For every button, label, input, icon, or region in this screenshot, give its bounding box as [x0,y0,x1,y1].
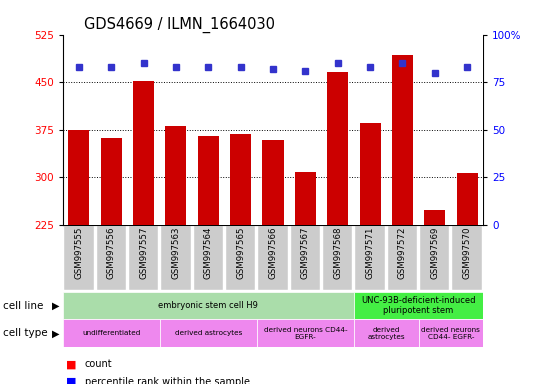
Bar [424,210,445,367]
Bar [68,130,90,367]
Text: ▶: ▶ [52,328,60,338]
Bar [97,226,126,291]
Bar [291,226,320,291]
Text: GSM997564: GSM997564 [204,227,213,279]
Bar [453,226,482,291]
Text: count: count [85,359,112,369]
Text: percentile rank within the sample: percentile rank within the sample [85,377,250,384]
Bar [129,226,158,291]
Text: GSM997565: GSM997565 [236,227,245,279]
Bar [388,226,417,291]
Text: GSM997567: GSM997567 [301,227,310,279]
Text: undifferentiated: undifferentiated [82,330,140,336]
Text: derived neurons CD44-
EGFR-: derived neurons CD44- EGFR- [264,327,347,340]
Bar [64,226,93,291]
Text: GSM997568: GSM997568 [333,227,342,279]
Text: GSM997569: GSM997569 [430,227,439,279]
Bar [354,292,483,319]
Text: GSM997556: GSM997556 [107,227,116,279]
Bar [359,123,381,367]
Bar [323,226,352,291]
Text: GSM997571: GSM997571 [365,227,375,279]
Bar [327,72,348,367]
Bar [194,226,223,291]
Bar [162,226,191,291]
Bar [392,55,413,367]
Bar [160,319,257,347]
Bar [165,126,187,367]
Text: GSM997570: GSM997570 [462,227,472,279]
Bar [355,226,384,291]
Text: ■: ■ [66,377,76,384]
Bar [63,292,354,319]
Text: GSM997572: GSM997572 [398,227,407,279]
Bar [420,226,449,291]
Bar [226,226,255,291]
Text: embryonic stem cell H9: embryonic stem cell H9 [158,301,258,310]
Bar [456,173,478,367]
Text: cell type: cell type [3,328,48,338]
Text: GSM997557: GSM997557 [139,227,148,279]
Bar [295,172,316,367]
Bar [258,226,288,291]
Bar [263,141,283,367]
Text: derived
astrocytes: derived astrocytes [367,327,405,340]
Text: ■: ■ [66,359,76,369]
Text: GSM997566: GSM997566 [269,227,277,279]
Text: UNC-93B-deficient-induced
pluripotent stem: UNC-93B-deficient-induced pluripotent st… [361,296,476,315]
Text: derived neurons
CD44- EGFR-: derived neurons CD44- EGFR- [422,327,480,340]
Bar [101,138,122,367]
Bar [419,319,483,347]
Text: GDS4669 / ILMN_1664030: GDS4669 / ILMN_1664030 [84,17,275,33]
Bar [198,136,219,367]
Text: GSM997563: GSM997563 [171,227,181,279]
Bar [230,134,251,367]
Text: ▶: ▶ [52,301,60,311]
Bar [354,319,419,347]
Text: cell line: cell line [3,301,43,311]
Bar [257,319,354,347]
Text: GSM997555: GSM997555 [74,227,84,279]
Text: derived astrocytes: derived astrocytes [175,330,242,336]
Bar [63,319,160,347]
Bar [133,81,154,367]
